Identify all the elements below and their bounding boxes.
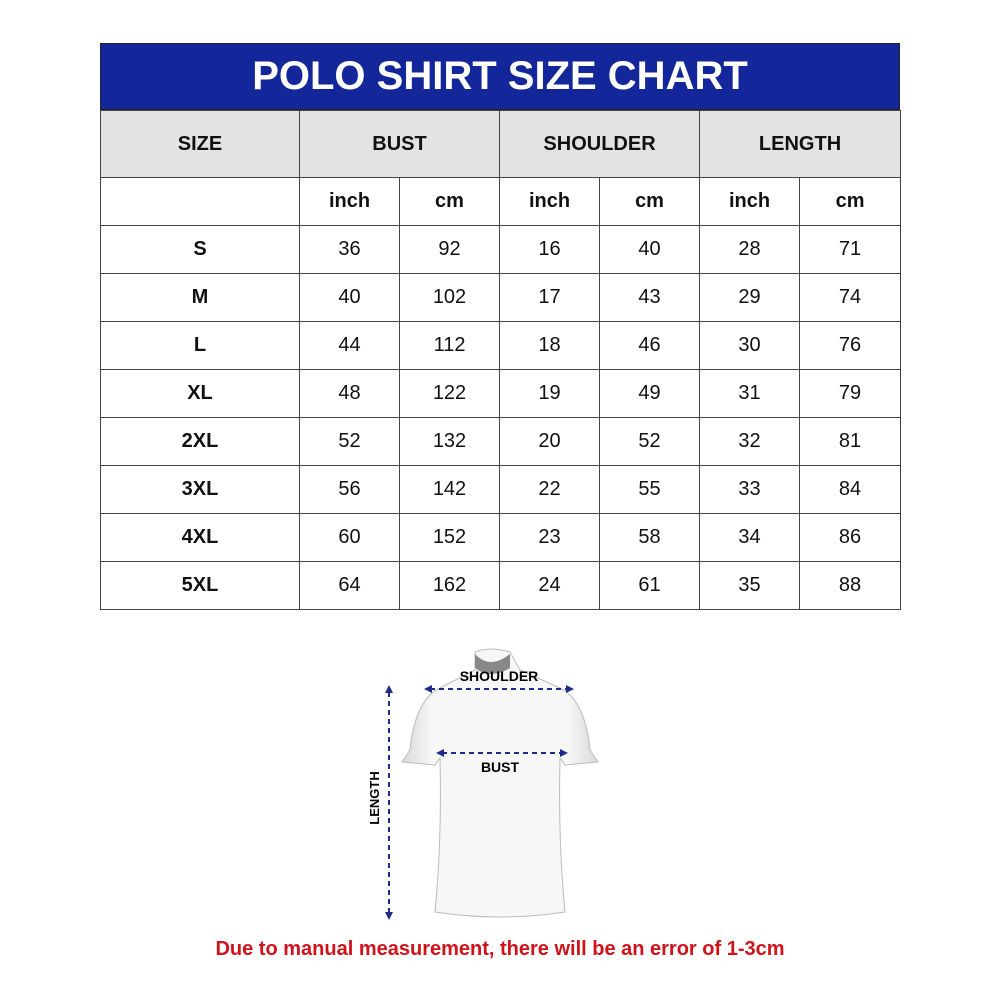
value-cell: 29 bbox=[699, 273, 801, 322]
value-cell: 18 bbox=[499, 321, 601, 370]
value-cell: 44 bbox=[299, 321, 400, 370]
page-title: POLO SHIRT SIZE CHART bbox=[100, 43, 900, 110]
value-cell: 76 bbox=[799, 321, 902, 370]
bust-label: BUST bbox=[481, 759, 520, 775]
measurement-note: Due to manual measurement, there will be… bbox=[215, 938, 785, 960]
value-cell: 31 bbox=[699, 369, 801, 418]
shoulder-label: SHOULDER bbox=[460, 668, 539, 684]
unit: cm bbox=[799, 177, 902, 226]
value-cell: 84 bbox=[799, 465, 902, 514]
value-cell: 49 bbox=[599, 369, 701, 418]
value-cell: 58 bbox=[599, 513, 701, 562]
value-cell: 112 bbox=[398, 321, 501, 370]
header-bust: BUST bbox=[298, 110, 501, 178]
size-cell: 5XL bbox=[100, 561, 300, 610]
size-cell: 3XL bbox=[100, 465, 300, 514]
table-row: XL 48 122 19 49 31 79 bbox=[100, 369, 902, 418]
value-cell: 35 bbox=[699, 561, 801, 610]
table-row: 4XL 60 152 23 58 34 86 bbox=[100, 513, 902, 562]
value-cell: 24 bbox=[499, 561, 601, 610]
size-cell: M bbox=[100, 273, 300, 322]
unit: inch bbox=[699, 177, 801, 226]
value-cell: 86 bbox=[799, 513, 902, 562]
value-cell: 36 bbox=[299, 225, 400, 274]
value-cell: 102 bbox=[398, 273, 501, 322]
value-cell: 81 bbox=[799, 417, 902, 466]
value-cell: 32 bbox=[699, 417, 801, 466]
value-cell: 40 bbox=[599, 225, 701, 274]
value-cell: 22 bbox=[499, 465, 601, 514]
value-cell: 28 bbox=[699, 225, 801, 274]
size-cell: S bbox=[100, 225, 300, 274]
unit-row: inch cm inch cm inch cm bbox=[100, 177, 902, 226]
value-cell: 152 bbox=[398, 513, 501, 562]
value-cell: 142 bbox=[398, 465, 501, 514]
value-cell: 17 bbox=[499, 273, 601, 322]
value-cell: 92 bbox=[398, 225, 501, 274]
value-cell: 55 bbox=[599, 465, 701, 514]
size-cell: 4XL bbox=[100, 513, 300, 562]
table-row: 5XL 64 162 24 61 35 88 bbox=[100, 561, 902, 610]
header-row: SIZE BUST SHOULDER LENGTH bbox=[100, 110, 902, 178]
value-cell: 88 bbox=[799, 561, 902, 610]
value-cell: 40 bbox=[299, 273, 400, 322]
unit: cm bbox=[599, 177, 701, 226]
value-cell: 46 bbox=[599, 321, 701, 370]
value-cell: 79 bbox=[799, 369, 902, 418]
value-cell: 162 bbox=[398, 561, 501, 610]
header-size: SIZE bbox=[100, 110, 300, 178]
value-cell: 43 bbox=[599, 273, 701, 322]
value-cell: 71 bbox=[799, 225, 902, 274]
table-row: L 44 112 18 46 30 76 bbox=[100, 321, 902, 370]
unit-blank bbox=[100, 177, 300, 226]
size-table: SIZE BUST SHOULDER LENGTH inch cm inch c… bbox=[100, 110, 902, 610]
unit: cm bbox=[398, 177, 501, 226]
value-cell: 61 bbox=[599, 561, 701, 610]
value-cell: 34 bbox=[699, 513, 801, 562]
value-cell: 23 bbox=[499, 513, 601, 562]
value-cell: 16 bbox=[499, 225, 601, 274]
value-cell: 48 bbox=[299, 369, 400, 418]
value-cell: 56 bbox=[299, 465, 400, 514]
size-cell: XL bbox=[100, 369, 300, 418]
value-cell: 52 bbox=[299, 417, 400, 466]
table-row: M 40 102 17 43 29 74 bbox=[100, 273, 902, 322]
value-cell: 20 bbox=[499, 417, 601, 466]
size-cell: 2XL bbox=[100, 417, 300, 466]
table-row: 2XL 52 132 20 52 32 81 bbox=[100, 417, 902, 466]
value-cell: 64 bbox=[299, 561, 400, 610]
value-cell: 19 bbox=[499, 369, 601, 418]
value-cell: 52 bbox=[599, 417, 701, 466]
size-cell: L bbox=[100, 321, 300, 370]
header-shoulder: SHOULDER bbox=[499, 110, 701, 178]
polo-shirt-diagram: SHOULDER BUST LENGTH bbox=[367, 648, 599, 920]
value-cell: 60 bbox=[299, 513, 400, 562]
value-cell: 30 bbox=[699, 321, 801, 370]
value-cell: 132 bbox=[398, 417, 501, 466]
unit: inch bbox=[499, 177, 601, 226]
unit: inch bbox=[299, 177, 400, 226]
header-length: LENGTH bbox=[699, 110, 902, 178]
value-cell: 33 bbox=[699, 465, 801, 514]
value-cell: 122 bbox=[398, 369, 501, 418]
table-row: 3XL 56 142 22 55 33 84 bbox=[100, 465, 902, 514]
value-cell: 74 bbox=[799, 273, 902, 322]
length-label: LENGTH bbox=[367, 771, 382, 824]
table-row: S 36 92 16 40 28 71 bbox=[100, 225, 902, 274]
